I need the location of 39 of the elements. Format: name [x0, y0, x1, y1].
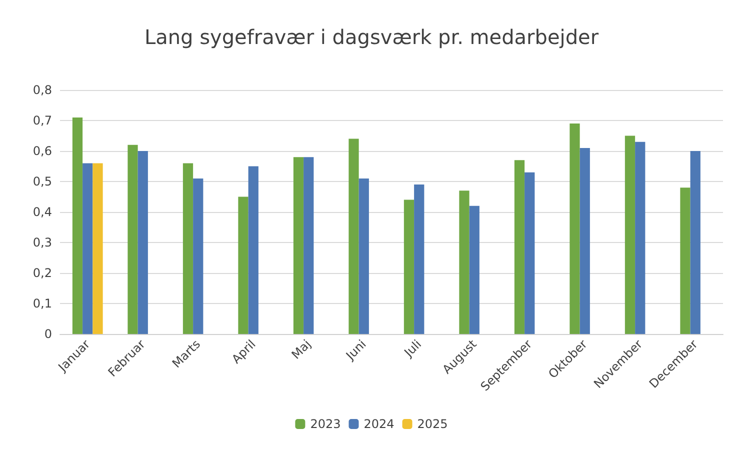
bar — [193, 178, 204, 334]
bar — [348, 138, 359, 334]
legend-label: 2024 — [364, 417, 394, 431]
y-tick-label: 0,3 — [32, 236, 52, 250]
bar — [469, 206, 480, 334]
y-tick-label: 0,2 — [32, 266, 52, 280]
y-tick-label: 0,8 — [32, 83, 52, 97]
chart-title: Lang sygefravær i dagsværk pr. medarbejder — [144, 25, 600, 49]
bar — [690, 151, 700, 334]
bar — [238, 196, 248, 334]
legend-label: 2023 — [310, 417, 341, 431]
bar — [72, 117, 83, 334]
bar — [304, 157, 314, 334]
bar — [182, 163, 194, 334]
x-tick-label: Maj — [288, 337, 314, 362]
bar — [514, 160, 525, 334]
y-tick-label: 0,7 — [32, 114, 52, 128]
y-tick-label: 0,4 — [32, 205, 52, 219]
bar — [580, 148, 590, 334]
bar — [624, 136, 636, 334]
y-tick-label: 0,1 — [32, 296, 52, 310]
bar — [138, 151, 148, 334]
bar — [248, 166, 258, 334]
legend-label: 2025 — [417, 417, 448, 431]
bar — [414, 184, 424, 334]
bar — [524, 172, 535, 334]
bar — [92, 163, 103, 334]
bar — [635, 142, 646, 334]
bar — [404, 200, 414, 334]
y-tick-label: 0 — [44, 327, 52, 341]
bar — [358, 178, 369, 334]
y-tick-label: 0,5 — [32, 174, 52, 188]
bar — [82, 163, 93, 334]
bar — [459, 190, 470, 334]
y-tick-label: 0,6 — [32, 144, 52, 158]
bar — [570, 124, 580, 334]
bar — [680, 188, 690, 334]
bar — [293, 157, 304, 334]
bar — [128, 144, 138, 334]
